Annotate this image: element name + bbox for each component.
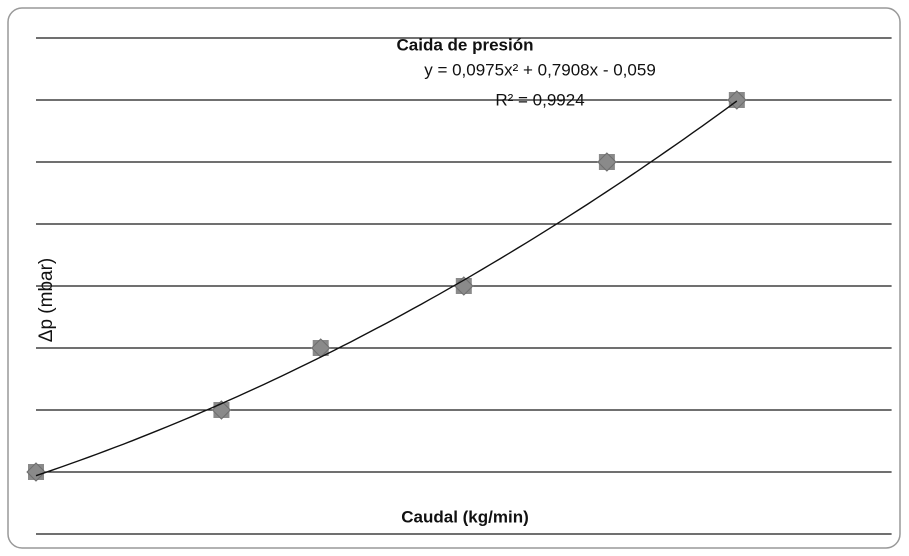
trend-line [35,100,738,477]
x-axis-label: Caudal (kg/min) [401,507,529,526]
trend-r2: R² = 0,9924 [495,90,584,109]
y-axis-label: Δp (mbar) [36,258,57,342]
chart-title: Caida de presión [397,35,534,54]
data-point [454,276,474,296]
data-point [26,462,46,482]
trend-equation: y = 0,0975x² + 0,7908x - 0,059 [424,60,656,79]
data-point [597,152,617,172]
chart-frame [7,7,901,549]
